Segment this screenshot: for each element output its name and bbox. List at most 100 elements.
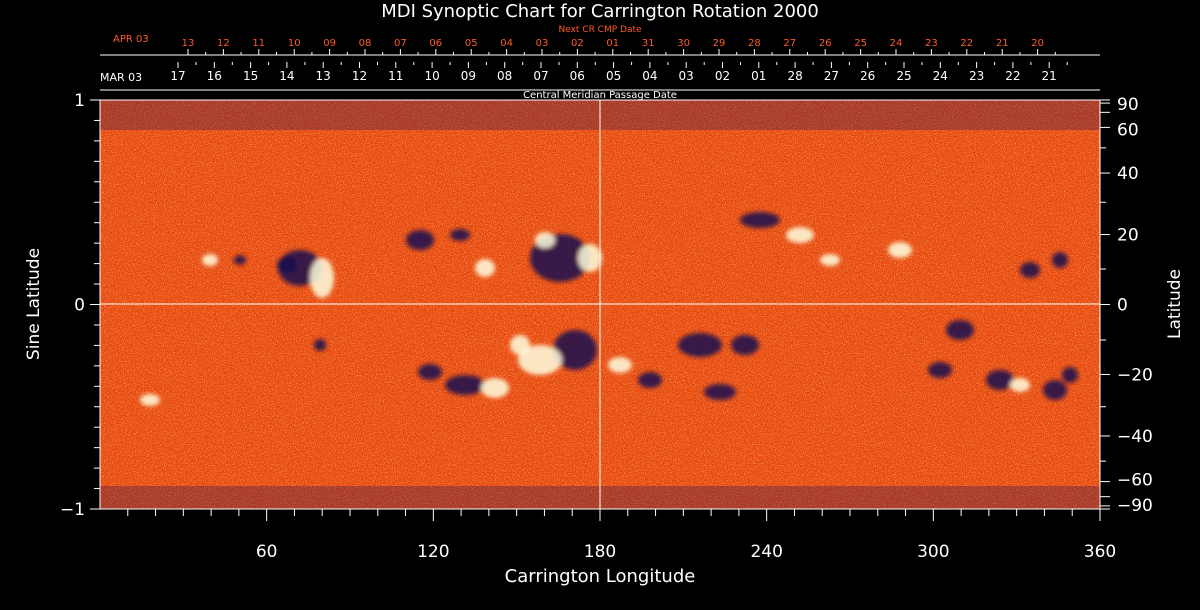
- active-region: [518, 345, 562, 375]
- next-date-label: 29: [713, 38, 726, 49]
- top-date-label: 02: [715, 69, 730, 83]
- top-date-label: 16: [207, 69, 222, 83]
- top-date-label: 15: [243, 69, 258, 83]
- active-region: [202, 254, 218, 266]
- active-region: [314, 339, 326, 351]
- top-date-label: 06: [570, 69, 585, 83]
- top-axis-start-label: MAR 03: [100, 71, 142, 84]
- next-date-label: 09: [323, 38, 336, 49]
- active-region: [820, 254, 840, 266]
- next-date-label: 27: [783, 38, 796, 49]
- next-date-label: 23: [925, 38, 938, 49]
- next-date-label: 22: [960, 38, 973, 49]
- y-tick-label-right: −60: [1117, 471, 1153, 491]
- next-date-label: 20: [1031, 38, 1044, 49]
- left-axis-ticks: 1 0 −1: [60, 91, 100, 520]
- active-region: [535, 232, 555, 248]
- top-date-label: 17: [170, 69, 185, 83]
- active-region: [888, 242, 912, 258]
- active-region: [704, 384, 736, 400]
- active-region: [678, 333, 722, 357]
- x-axis-label: Carrington Longitude: [505, 566, 696, 587]
- top-date-label: 23: [969, 69, 984, 83]
- active-region: [277, 257, 297, 273]
- next-date-label: 21: [996, 38, 1009, 49]
- active-region: [445, 375, 485, 395]
- x-tick-label: 180: [584, 542, 616, 562]
- next-date-label: 25: [854, 38, 867, 49]
- top-date-label: 13: [316, 69, 331, 83]
- y-tick-label-left: 1: [74, 91, 85, 111]
- active-region: [638, 372, 662, 388]
- top-date-label: 08: [497, 69, 512, 83]
- next-date-label: 31: [642, 38, 655, 49]
- active-region: [553, 330, 597, 370]
- active-region: [140, 394, 160, 406]
- x-tick-label: 360: [1084, 542, 1116, 562]
- active-region: [578, 244, 602, 272]
- y-tick-label-right: 20: [1117, 226, 1139, 246]
- x-tick-label: 240: [750, 542, 782, 562]
- chart-title: MDI Synoptic Chart for Carrington Rotati…: [381, 1, 819, 22]
- top-date-label: 12: [352, 69, 367, 83]
- next-date-label: 30: [677, 38, 690, 49]
- y-tick-label-right: 90: [1117, 95, 1139, 115]
- active-region: [450, 229, 470, 241]
- top-date-label: 26: [860, 69, 875, 83]
- active-region: [475, 259, 495, 277]
- y-tick-label-right: 60: [1117, 120, 1139, 140]
- active-region: [786, 227, 814, 243]
- x-tick-label: 60: [256, 542, 278, 562]
- right-axis-ticks: 90 60 40 20 0 −20 −40 −60 −90: [1100, 95, 1153, 516]
- active-region: [1062, 367, 1078, 383]
- y-tick-label-right: −40: [1117, 427, 1153, 447]
- next-axis-label: Next CR CMP Date: [558, 25, 642, 35]
- top-date-label: 07: [533, 69, 548, 83]
- next-axis-start-label: APR 03: [113, 34, 149, 45]
- next-date-label: 10: [288, 38, 301, 49]
- active-region: [1020, 262, 1040, 278]
- y-tick-label-right: 0: [1117, 296, 1128, 316]
- top-axis-label: Central Meridian Passage Date: [523, 90, 677, 101]
- top-axis-ticks: 17 16 15 14 13 12 11 10 09 08 07 06 05 04 03 02 01 28 27 26…: [100, 54, 1100, 91]
- active-region: [731, 335, 759, 355]
- top-date-label: 04: [642, 69, 657, 83]
- top-date-label: 21: [1042, 69, 1057, 83]
- top-date-label: 01: [751, 69, 766, 83]
- y-axis-label-left: Sine Latitude: [24, 248, 44, 360]
- top-date-label: 25: [896, 69, 911, 83]
- next-date-label: 02: [571, 38, 584, 49]
- next-date-label: 08: [359, 38, 372, 49]
- next-date-label: 05: [465, 38, 478, 49]
- next-date-label: 11: [252, 38, 265, 49]
- next-date-label: 24: [890, 38, 903, 49]
- next-date-label: 04: [500, 38, 513, 49]
- active-region: [406, 230, 434, 250]
- top-date-label: 11: [388, 69, 403, 83]
- active-region: [234, 255, 246, 265]
- x-tick-label: 300: [917, 542, 949, 562]
- top-date-label: 27: [824, 69, 839, 83]
- active-region: [946, 320, 974, 340]
- active-region: [1010, 378, 1030, 392]
- active-region: [510, 335, 530, 355]
- next-date-label: 06: [429, 38, 442, 49]
- top-date-label: 24: [933, 69, 948, 83]
- active-region: [986, 370, 1014, 390]
- top-date-label: 10: [424, 69, 439, 83]
- y-axis-label-right: Latitude: [1165, 269, 1185, 339]
- next-date-label: 03: [536, 38, 549, 49]
- next-date-label: 07: [394, 38, 407, 49]
- active-region: [740, 212, 780, 228]
- y-tick-label-left: 0: [74, 296, 85, 316]
- bottom-axis-ticks: 60 120 180 240 300 360: [127, 509, 1116, 562]
- y-tick-label-left: −1: [60, 500, 85, 520]
- next-date-label: 12: [217, 38, 230, 49]
- next-axis-ticks: 13 12 11 10 09 08 07 06 05 04 03 02 01 31 30 29 28 27 26 25…: [182, 38, 1056, 55]
- active-region: [1052, 252, 1068, 268]
- top-date-label: 28: [787, 69, 802, 83]
- top-date-label: 22: [1005, 69, 1020, 83]
- next-date-label: 13: [182, 38, 195, 49]
- y-tick-label-right: 40: [1117, 164, 1139, 184]
- y-tick-label-right: −20: [1117, 365, 1153, 385]
